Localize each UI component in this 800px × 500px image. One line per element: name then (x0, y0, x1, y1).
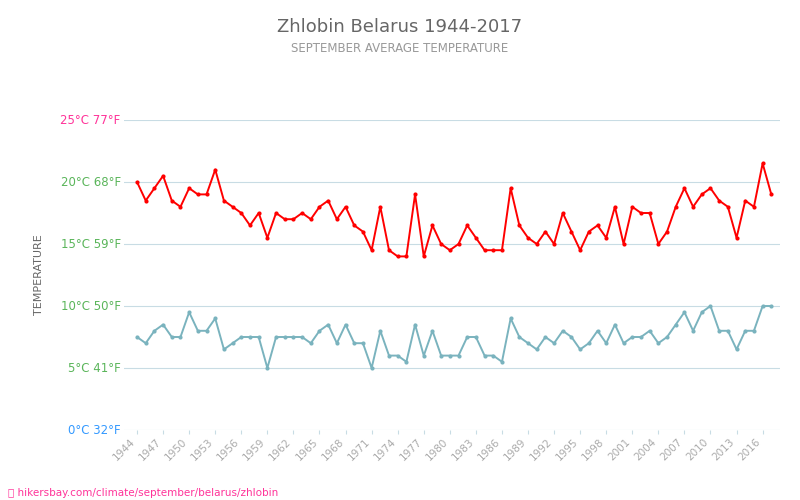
Text: 5°C 41°F: 5°C 41°F (68, 362, 121, 374)
Text: SEPTEMBER AVERAGE TEMPERATURE: SEPTEMBER AVERAGE TEMPERATURE (291, 42, 509, 56)
Text: 15°C 59°F: 15°C 59°F (61, 238, 121, 250)
Text: Zhlobin Belarus 1944-2017: Zhlobin Belarus 1944-2017 (278, 18, 522, 36)
Text: 25°C 77°F: 25°C 77°F (61, 114, 121, 126)
Text: TEMPERATURE: TEMPERATURE (34, 234, 44, 316)
Text: ⭕ hikersbay.com/climate/september/belarus/zhlobin: ⭕ hikersbay.com/climate/september/belaru… (8, 488, 278, 498)
Text: 10°C 50°F: 10°C 50°F (61, 300, 121, 312)
Text: 0°C 32°F: 0°C 32°F (68, 424, 121, 436)
Text: 20°C 68°F: 20°C 68°F (61, 176, 121, 188)
